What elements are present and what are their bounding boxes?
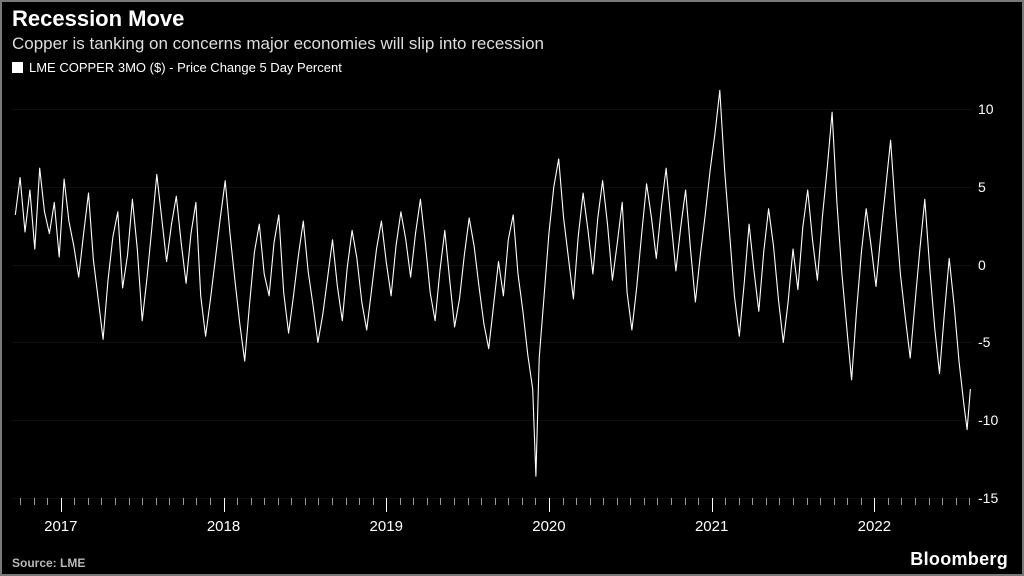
xtick-minor bbox=[373, 498, 374, 505]
xtick-minor bbox=[332, 498, 333, 505]
xtick-minor bbox=[129, 498, 130, 505]
xtick-minor bbox=[522, 498, 523, 505]
xtick-minor bbox=[671, 498, 672, 505]
xtick-minor bbox=[644, 498, 645, 505]
legend-swatch bbox=[12, 62, 23, 73]
xtick-minor bbox=[725, 498, 726, 505]
xtick-minor bbox=[901, 498, 902, 505]
xtick-minor bbox=[264, 498, 265, 505]
source-label: Source: LME bbox=[12, 556, 85, 570]
xtick-minor bbox=[766, 498, 767, 505]
xtick-label: 2017 bbox=[44, 518, 77, 535]
xtick-minor bbox=[468, 498, 469, 505]
xtick-minor bbox=[359, 498, 360, 505]
xtick-minor bbox=[413, 498, 414, 505]
xtick-minor bbox=[929, 498, 930, 505]
xtick-minor bbox=[535, 498, 536, 505]
xtick-minor bbox=[793, 498, 794, 505]
gridline bbox=[12, 187, 972, 188]
xtick-minor bbox=[20, 498, 21, 505]
xtick-minor bbox=[101, 498, 102, 505]
xtick-minor bbox=[847, 498, 848, 505]
brand-label: Bloomberg bbox=[910, 549, 1008, 570]
xtick-minor bbox=[346, 498, 347, 505]
xtick-minor bbox=[34, 498, 35, 505]
ytick-label: 5 bbox=[978, 179, 1018, 195]
xtick-minor bbox=[576, 498, 577, 505]
xtick-major bbox=[61, 498, 62, 512]
xtick-minor bbox=[942, 498, 943, 505]
legend: LME COPPER 3MO ($) - Price Change 5 Day … bbox=[12, 60, 342, 75]
xtick-minor bbox=[291, 498, 292, 505]
legend-label: LME COPPER 3MO ($) - Price Change 5 Day … bbox=[29, 60, 342, 75]
xtick-major bbox=[224, 498, 225, 512]
xtick-label: 2020 bbox=[532, 518, 565, 535]
xtick-minor bbox=[251, 498, 252, 505]
xtick-minor bbox=[305, 498, 306, 505]
xtick-minor bbox=[698, 498, 699, 505]
xtick-major bbox=[386, 498, 387, 512]
xtick-minor bbox=[142, 498, 143, 505]
xtick-major bbox=[549, 498, 550, 512]
xtick-minor bbox=[630, 498, 631, 505]
xtick-minor bbox=[156, 498, 157, 505]
xtick-minor bbox=[590, 498, 591, 505]
xtick-minor bbox=[210, 498, 211, 505]
ytick-label: -5 bbox=[978, 334, 1018, 350]
xtick-minor bbox=[915, 498, 916, 505]
xtick-minor bbox=[183, 498, 184, 505]
plot-area: -15-10-50510201720182019202020212022 bbox=[12, 78, 972, 498]
xtick-minor bbox=[169, 498, 170, 505]
gridline bbox=[12, 109, 972, 110]
xtick-minor bbox=[481, 498, 482, 505]
xtick-minor bbox=[888, 498, 889, 505]
xtick-label: 2021 bbox=[695, 518, 728, 535]
xtick-label: 2018 bbox=[207, 518, 240, 535]
xtick-minor bbox=[820, 498, 821, 505]
xtick-minor bbox=[739, 498, 740, 505]
xtick-label: 2019 bbox=[370, 518, 403, 535]
ytick-label: -15 bbox=[978, 490, 1018, 506]
gridline bbox=[12, 420, 972, 421]
xtick-minor bbox=[779, 498, 780, 505]
xtick-minor bbox=[454, 498, 455, 505]
xtick-minor bbox=[196, 498, 197, 505]
xtick-minor bbox=[115, 498, 116, 505]
xtick-minor bbox=[834, 498, 835, 505]
price-change-line bbox=[15, 90, 970, 476]
xtick-minor bbox=[88, 498, 89, 505]
chart-title: Recession Move bbox=[12, 6, 184, 32]
xtick-minor bbox=[956, 498, 957, 505]
xtick-minor bbox=[657, 498, 658, 505]
xtick-minor bbox=[617, 498, 618, 505]
chart-subtitle: Copper is tanking on concerns major econ… bbox=[12, 34, 544, 54]
xtick-major bbox=[874, 498, 875, 512]
xtick-minor bbox=[237, 498, 238, 505]
xtick-label: 2022 bbox=[858, 518, 891, 535]
xtick-minor bbox=[752, 498, 753, 505]
xtick-minor bbox=[508, 498, 509, 505]
xtick-minor bbox=[969, 498, 970, 505]
line-series-svg bbox=[12, 78, 972, 498]
xtick-minor bbox=[807, 498, 808, 505]
xtick-minor bbox=[861, 498, 862, 505]
xtick-minor bbox=[427, 498, 428, 505]
xtick-minor bbox=[495, 498, 496, 505]
xtick-minor bbox=[400, 498, 401, 505]
xtick-minor bbox=[685, 498, 686, 505]
xtick-minor bbox=[74, 498, 75, 505]
xtick-minor bbox=[440, 498, 441, 505]
xtick-minor bbox=[563, 498, 564, 505]
gridline bbox=[12, 342, 972, 343]
xtick-minor bbox=[47, 498, 48, 505]
ytick-label: 0 bbox=[978, 257, 1018, 273]
xtick-minor bbox=[278, 498, 279, 505]
xtick-major bbox=[712, 498, 713, 512]
gridline bbox=[12, 265, 972, 266]
ytick-label: -10 bbox=[978, 412, 1018, 428]
xtick-minor bbox=[318, 498, 319, 505]
xtick-minor bbox=[603, 498, 604, 505]
ytick-label: 10 bbox=[978, 101, 1018, 117]
